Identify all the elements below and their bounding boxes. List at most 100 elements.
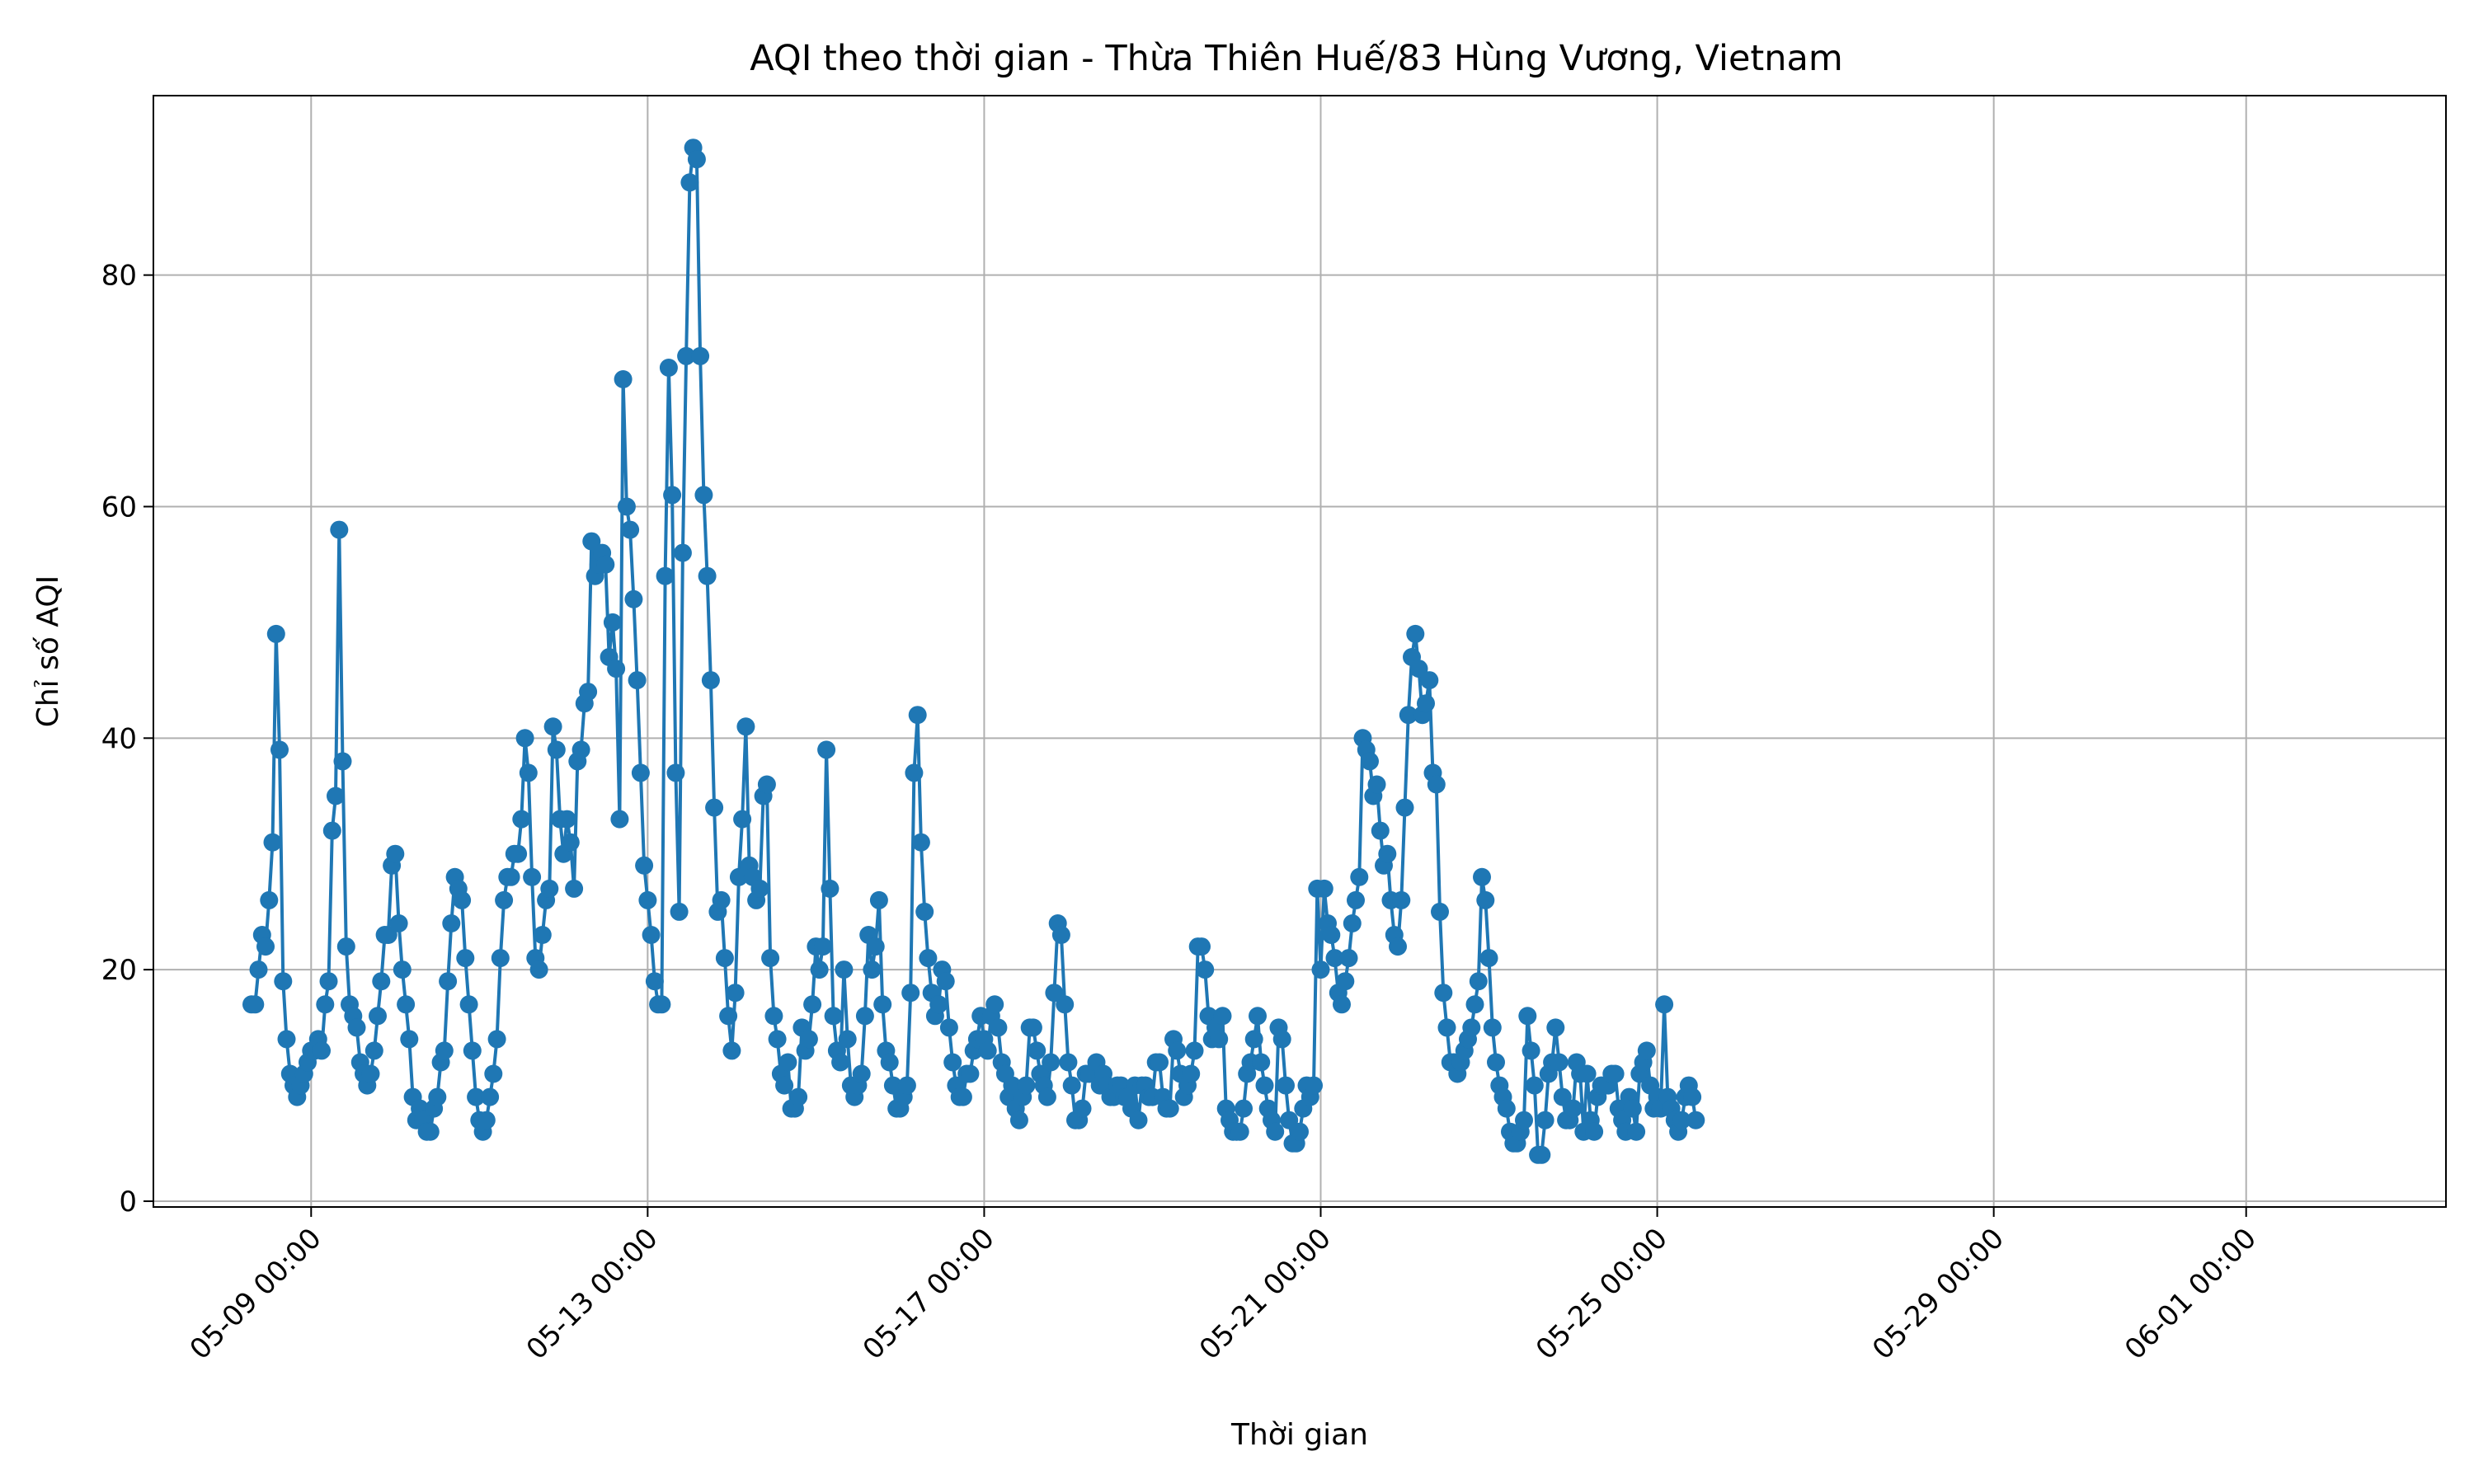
data-point: [761, 949, 780, 968]
data-point: [582, 532, 601, 551]
data-point: [645, 972, 664, 991]
data-point: [1392, 890, 1411, 909]
data-point: [985, 995, 1004, 1014]
data-point: [1686, 1111, 1705, 1129]
data-point: [919, 949, 938, 968]
data-point: [680, 173, 699, 192]
data-point: [1578, 1064, 1597, 1083]
data-point: [393, 960, 412, 979]
data-point: [540, 879, 559, 898]
data-point: [911, 833, 930, 852]
data-point: [453, 890, 472, 909]
data-point: [694, 486, 713, 505]
data-point: [880, 1053, 899, 1072]
data-point: [249, 960, 268, 979]
data-point: [614, 370, 633, 388]
data-point: [778, 1053, 797, 1072]
data-point: [1213, 1007, 1232, 1026]
data-point: [789, 1087, 808, 1106]
data-point: [274, 972, 293, 991]
data-point: [1417, 694, 1435, 713]
data-point: [1550, 1053, 1569, 1072]
data-point: [936, 972, 955, 991]
data-point: [883, 1076, 902, 1095]
data-point: [989, 1018, 1008, 1037]
data-point: [908, 706, 927, 725]
y-axis-ticks: 0 20 40 60 80: [101, 260, 153, 1219]
data-point: [768, 1030, 787, 1049]
data-point: [1427, 775, 1446, 794]
y-tick-label: 20: [101, 954, 137, 987]
data-point: [1420, 671, 1439, 690]
data-point: [1532, 1145, 1551, 1164]
data-point: [869, 890, 888, 909]
data-point: [677, 346, 696, 365]
data-point: [1339, 949, 1358, 968]
data-point: [1497, 1099, 1516, 1118]
data-point: [866, 937, 885, 956]
data-point: [529, 960, 548, 979]
y-tick-label: 40: [101, 722, 137, 755]
data-point: [835, 960, 854, 979]
data-point: [509, 844, 528, 863]
y-tick-label: 80: [101, 260, 137, 293]
data-point: [719, 1007, 738, 1026]
data-point: [1483, 1018, 1502, 1037]
data-point: [733, 810, 752, 829]
data-point: [929, 995, 948, 1014]
data-point: [652, 995, 671, 1014]
data-point: [1431, 902, 1449, 921]
data-point: [316, 995, 335, 1014]
data-point: [386, 844, 405, 863]
data-point: [533, 926, 552, 944]
data-point: [1347, 890, 1365, 909]
data-point: [463, 1041, 482, 1060]
data-point: [369, 1007, 387, 1026]
data-point: [263, 833, 282, 852]
chart-title: AQI theo thời gian - Thừa Thiên Huế/83 H…: [750, 38, 1843, 79]
data-point: [1522, 1041, 1540, 1060]
data-point: [855, 1007, 874, 1026]
data-point: [1361, 752, 1379, 771]
data-point: [442, 914, 461, 932]
data-point: [389, 914, 408, 932]
data-point: [501, 867, 520, 886]
x-axis-title: Thời gian: [1230, 1418, 1368, 1452]
data-point: [1437, 1018, 1456, 1037]
data-point: [1325, 949, 1344, 968]
data-point: [1333, 995, 1351, 1014]
data-point: [1623, 1099, 1642, 1118]
data-point: [1192, 937, 1211, 956]
data-point: [579, 683, 598, 702]
data-point: [1465, 995, 1484, 1014]
data-point: [1469, 972, 1488, 991]
data-point: [1627, 1122, 1646, 1141]
data-point: [1272, 1030, 1291, 1049]
y-tick-label: 60: [101, 491, 137, 524]
data-point: [459, 995, 478, 1014]
data-point: [571, 740, 590, 759]
data-point: [246, 995, 265, 1014]
data-point: [1487, 1053, 1505, 1072]
data-point: [1518, 1007, 1537, 1026]
data-point: [1399, 706, 1418, 725]
data-point: [1350, 867, 1369, 886]
data-point: [260, 890, 279, 909]
data-point: [1023, 1018, 1042, 1037]
data-point: [333, 752, 352, 771]
data-point: [1606, 1064, 1625, 1083]
data-point: [1045, 984, 1064, 1003]
y-axis-title: Chỉ số AQI: [31, 575, 65, 728]
data-point: [729, 867, 748, 886]
data-point: [817, 740, 836, 759]
data-point: [1637, 1041, 1656, 1060]
data-point: [557, 810, 576, 829]
data-point: [1389, 937, 1407, 956]
data-point: [256, 937, 275, 956]
data-point: [1196, 960, 1215, 979]
data-point: [515, 729, 534, 748]
data-point: [266, 624, 285, 643]
data-point: [1378, 844, 1397, 863]
data-point: [715, 949, 734, 968]
data-point: [1479, 949, 1498, 968]
